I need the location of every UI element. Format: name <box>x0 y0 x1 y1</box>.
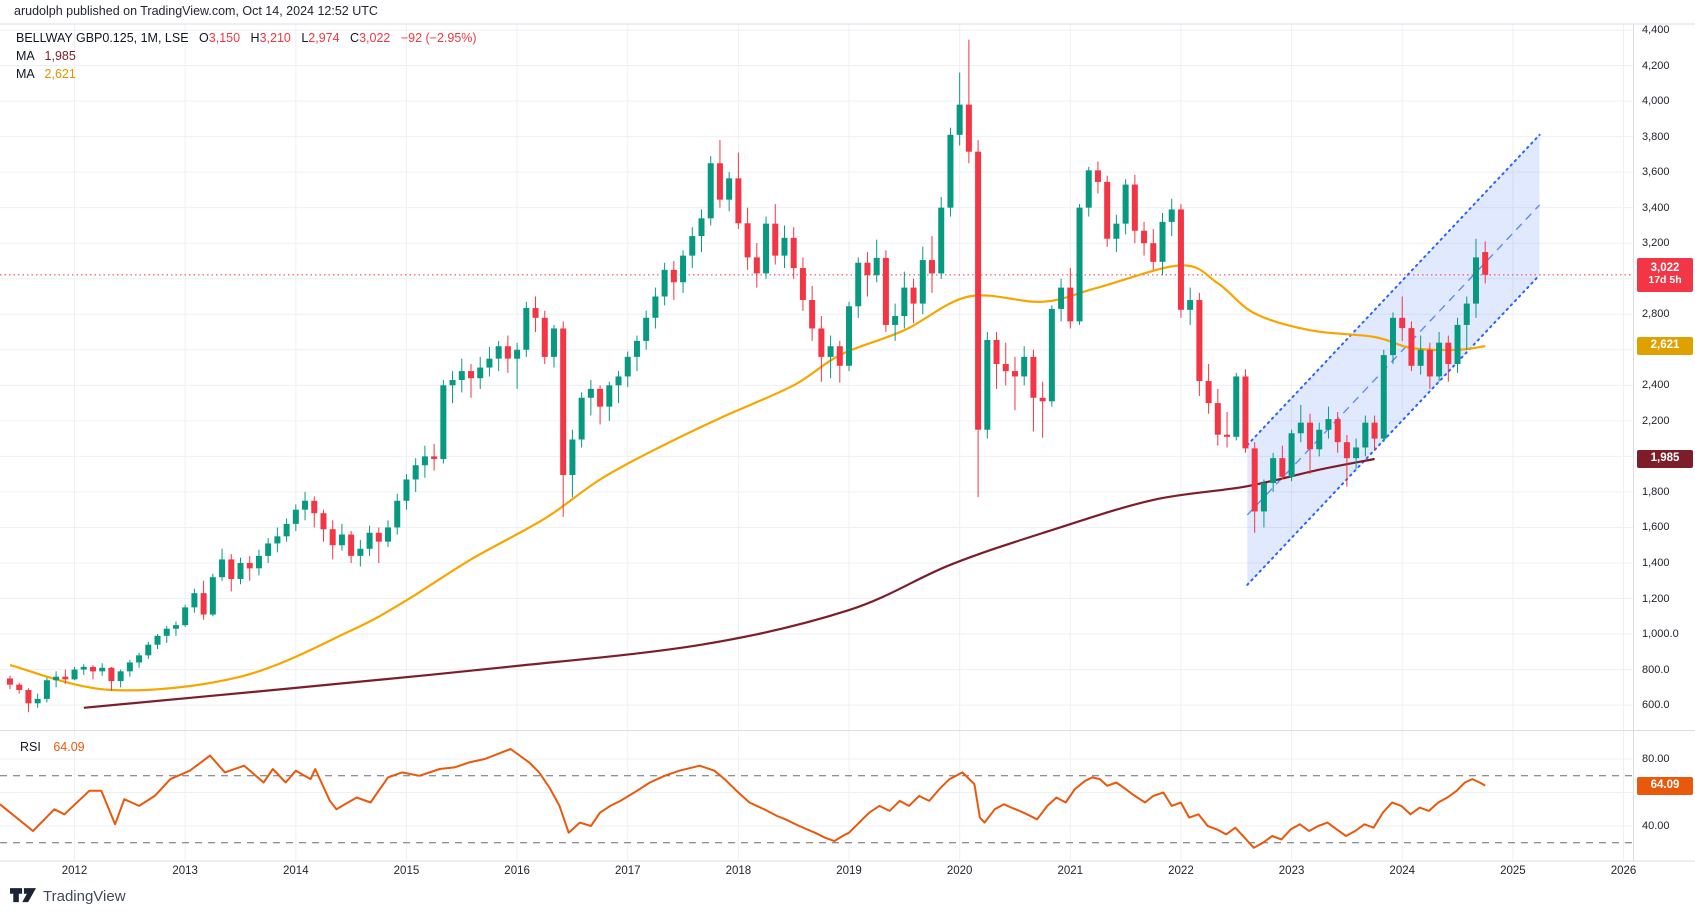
symbol-legend[interactable]: BELLWAY GBP0.125, 1M, LSE O3,150 H3,210 … <box>16 31 477 45</box>
price-tick: 2,400 <box>1642 379 1670 392</box>
ma-fast-legend[interactable]: MA 2,621 <box>16 67 76 81</box>
year-label: 2018 <box>725 865 752 877</box>
ma-fast-value: 2,621 <box>44 67 76 81</box>
rsi-line[interactable] <box>0 748 1486 849</box>
rsi-value: 64.09 <box>53 740 85 754</box>
year-label: 2021 <box>1057 865 1084 877</box>
ma-fast-badge: 2,621 <box>1637 337 1693 356</box>
year-label: 2020 <box>946 865 973 877</box>
symbol-title: BELLWAY GBP0.125, 1M, LSE <box>16 31 189 45</box>
ma-slow-line[interactable] <box>83 457 1375 709</box>
price-tick: 3,600 <box>1642 166 1670 179</box>
time-axis[interactable]: 2012 2013 2014 2015 2016 2017 2018 2019 2020 2021… <box>0 863 1636 881</box>
year-label: 2017 <box>614 865 641 877</box>
change-value: −92 (−2.95%) <box>400 31 477 45</box>
ohlc-open: O3,150 <box>199 31 241 45</box>
price-tick: 1,000.0 <box>1642 628 1679 641</box>
ma-slow-legend[interactable]: MA 1,985 <box>16 49 76 63</box>
price-tick: 4,400 <box>1642 24 1670 36</box>
year-label: 2013 <box>172 865 198 877</box>
year-label: 2016 <box>504 865 530 877</box>
price-tick: 3,800 <box>1642 130 1670 143</box>
year-label: 2023 <box>1278 865 1305 877</box>
ma-slow-value: 1,985 <box>44 49 76 63</box>
ohlc-high: H3,210 <box>250 31 291 45</box>
tradingview-logo-text: TradingView <box>43 888 126 905</box>
tradingview-logo-icon <box>10 888 36 903</box>
ohlc-low: L2,974 <box>301 31 340 45</box>
price-tick: 600.0 <box>1642 699 1670 712</box>
ma-slow-badge: 1,985 <box>1637 450 1693 469</box>
price-tick: 2,200 <box>1642 414 1670 427</box>
last-price-badge: 3,022 17d 5h <box>1637 257 1693 292</box>
year-label: 2019 <box>836 865 862 877</box>
year-label: 2014 <box>283 865 309 877</box>
year-label: 2024 <box>1389 865 1416 877</box>
price-tick: 1,800 <box>1642 485 1670 498</box>
rsi-badge: 64.09 <box>1637 776 1693 795</box>
rsi-legend[interactable]: RSI 64.09 <box>20 740 85 754</box>
year-label: 2012 <box>61 865 88 877</box>
year-label: 2026 <box>1610 865 1636 877</box>
candles <box>7 39 1489 713</box>
price-tick: 800.0 <box>1642 663 1670 676</box>
rsi-tick: 40.00 <box>1642 820 1670 832</box>
price-tick: 4,000 <box>1642 95 1670 108</box>
price-tick: 3,400 <box>1642 201 1670 214</box>
rsi-tick: 80.00 <box>1642 753 1670 765</box>
price-tick: 1,200 <box>1642 592 1670 605</box>
price-tick: 4,200 <box>1642 59 1670 72</box>
ohlc-close: C3,022 <box>350 31 391 45</box>
price-tick: 2,800 <box>1642 308 1670 321</box>
main-pane[interactable] <box>0 24 1633 861</box>
price-tick: 1,400 <box>1642 556 1670 569</box>
year-label: 2025 <box>1500 865 1526 877</box>
tradingview-logo[interactable]: TradingView <box>10 888 126 905</box>
price-tick: 1,600 <box>1642 521 1670 534</box>
year-label: 2022 <box>1168 865 1194 877</box>
price-tick: 3,200 <box>1642 237 1670 250</box>
publish-attribution: arudolph published on TradingView.com, O… <box>14 4 378 18</box>
year-label: 2015 <box>393 865 420 877</box>
